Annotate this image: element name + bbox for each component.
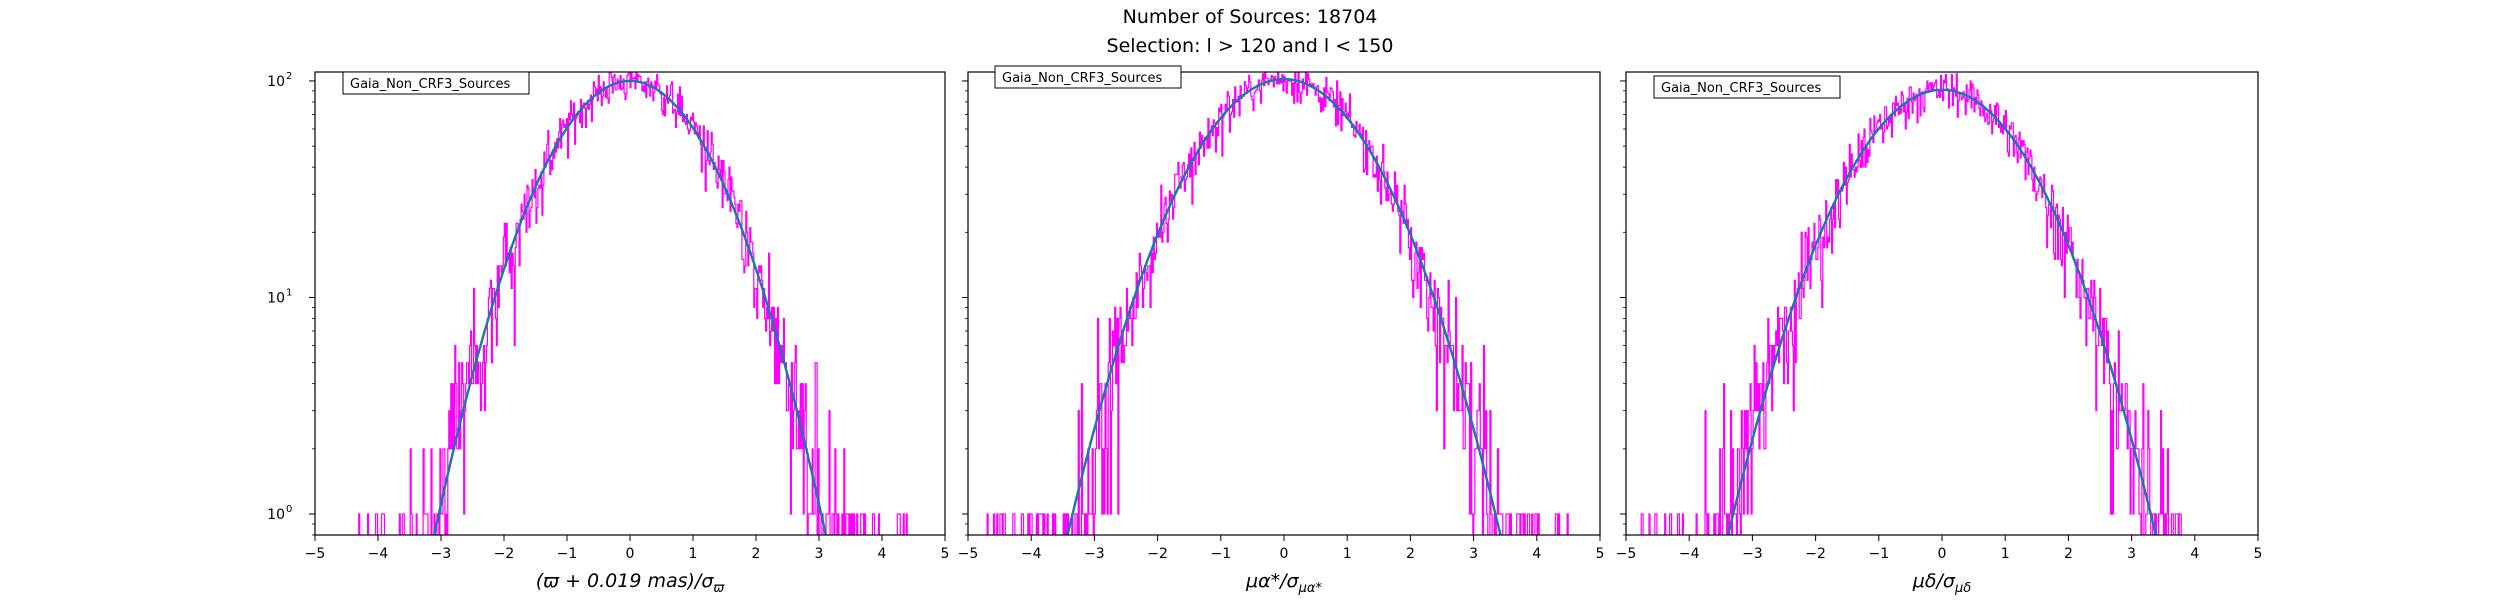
y-tick-label: 10 [267,290,285,306]
x-tick-label: 0 [626,546,635,562]
x-tick-label: 5 [941,546,950,562]
figure-title: Number of Sources: 18704 [1122,6,1378,28]
legend-label: Gaia_Non_CRF3_Sources [350,77,511,92]
legend-box [342,71,530,95]
y-tick-label-exponent: 2 [286,71,292,82]
x-tick-label: 3 [1469,546,1478,562]
x-tick-label: 5 [2254,546,2263,562]
x-tick-label: −3 [431,546,452,562]
x-tick-label: −3 [1742,546,1763,562]
subplot-3: −5 −4 −3 −2 −1 0 1 2 3 4 5 Gaia_Non_CRF3_Sources μδ/… [1616,71,2263,596]
subplot-2: −5 −4 −3 −2 −1 0 1 2 3 4 5 Gaia_Non_CRF3_Sources μα*… [958,65,1605,596]
x-tick-label: −2 [1805,546,1826,562]
y-tick-label: 10 [267,507,285,523]
x-tick-label: −5 [958,546,979,562]
x-axis-label: (ϖ + 0.019 mas)/σϖ [536,570,726,596]
x-axis-label: μδ/σμδ [1912,570,1971,596]
axes-frame [314,71,946,536]
x-tick-label: 0 [1280,546,1289,562]
histogram-step [986,72,1569,535]
gaussian-fit-line-inner [433,80,827,535]
x-tick-label: 3 [815,546,824,562]
x-tick-label: −1 [1868,546,1889,562]
histogram-step [1640,73,2182,535]
gaussian-fit-line-inner [1727,88,2157,535]
legend-box [1653,75,1841,99]
x-tick-label: 2 [1406,546,1415,562]
x-tick-label: 4 [2190,546,2199,562]
x-tick-label: −1 [1210,546,1231,562]
x-tick-label: 1 [1343,546,1352,562]
x-tick-label: 2 [2064,546,2073,562]
x-tick-label: −4 [1679,546,1700,562]
y-tick-label-exponent: 1 [286,287,292,298]
x-tick-label: −4 [1021,546,1042,562]
y-tick-label-exponent: 0 [286,504,292,515]
x-tick-label: −1 [557,546,578,562]
legend-label: Gaia_Non_CRF3_Sources [1661,81,1822,96]
x-tick-label: 3 [2127,546,2136,562]
x-tick-label: 1 [689,546,698,562]
figure-subtitle: Selection: l > 120 and l < 150 [1106,35,1394,57]
x-tick-label: −5 [1616,546,1637,562]
x-tick-label: 1 [2001,546,2010,562]
x-tick-label: 2 [752,546,761,562]
histogram-step [358,72,908,535]
legend-box [994,65,1182,89]
axes-frame [967,71,1601,536]
gaussian-fit-line-inner [1066,78,1502,535]
x-tick-label: 4 [1532,546,1541,562]
x-tick-label: −5 [305,546,326,562]
x-tick-label: −2 [1147,546,1168,562]
x-tick-label: −3 [1084,546,1105,562]
x-tick-label: −4 [368,546,389,562]
y-tick-label: 10 [267,74,285,90]
x-tick-label: 4 [878,546,887,562]
x-tick-label: 5 [1596,546,1605,562]
legend-label: Gaia_Non_CRF3_Sources [1002,71,1163,86]
x-axis-label: μα*/σμα* [1245,570,1322,596]
x-tick-label: −2 [494,546,515,562]
x-tick-label: 0 [1938,546,1947,562]
gaussian-fit-line [1066,77,1502,535]
